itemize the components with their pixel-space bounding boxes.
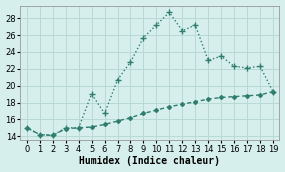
X-axis label: Humidex (Indice chaleur): Humidex (Indice chaleur): [80, 156, 220, 166]
